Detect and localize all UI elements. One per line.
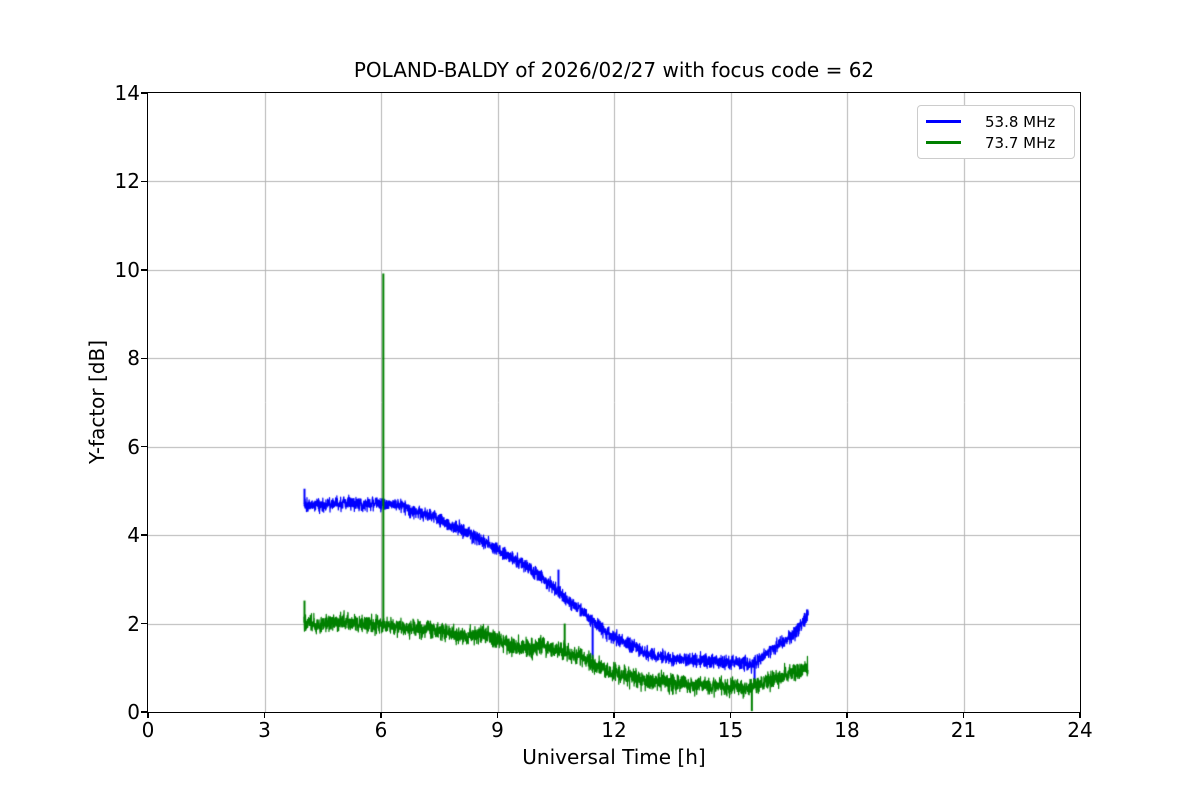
y-tick-mark [140,357,147,360]
legend-label-blue: 53.8 MHz [985,112,1056,131]
plot-area [146,91,1081,713]
x-tick-mark [846,712,848,718]
y-tick-mark [140,534,147,536]
chart-title: POLAND-BALDY of 2026/02/27 with focus co… [353,58,875,82]
legend-line-sample-blue [926,120,961,123]
x-axis-label: Universal Time [h] [522,745,706,769]
y-tick-label: 4 [127,523,140,548]
legend-item-blue: 53.8 MHz [926,111,1064,132]
y-tick-label: 12 [114,169,140,194]
x-tick-mark [729,712,732,718]
x-tick-label: 24 [1067,718,1093,742]
y-tick-mark [140,711,147,713]
plot-canvas [147,92,1080,712]
x-tick-mark [147,712,149,718]
x-tick-label: 18 [834,718,860,742]
x-tick-mark [613,712,615,718]
x-tick-label: 21 [950,718,977,742]
x-tick-label: 12 [601,718,627,742]
y-tick-label: 0 [127,700,140,724]
x-tick-mark [496,712,499,718]
y-tick-mark [140,92,147,94]
x-tick-label: 15 [717,718,744,742]
y-tick-label: 10 [114,257,140,282]
legend-line-sample-green [926,141,961,144]
legend-item-green: 73.7 MHz [926,132,1064,153]
legend: 53.8 MHz 73.7 MHz [917,105,1075,159]
x-tick-label: 9 [491,718,504,742]
x-tick-label: 3 [258,718,271,742]
y-tick-label: 6 [127,434,140,459]
y-tick-label: 14 [114,81,140,105]
x-tick-label: 0 [141,718,155,742]
y-tick-mark [140,180,147,183]
y-tick-mark [140,269,147,271]
x-tick-label: 6 [374,718,388,742]
x-tick-mark [962,712,965,718]
x-tick-mark [1079,712,1081,718]
y-tick-mark [140,445,147,448]
x-tick-mark [380,712,382,718]
legend-label-green: 73.7 MHz [985,133,1056,152]
x-tick-mark [263,712,266,718]
y-tick-label: 8 [127,346,140,371]
y-tick-label: 2 [127,611,140,636]
y-tick-mark [140,622,147,625]
